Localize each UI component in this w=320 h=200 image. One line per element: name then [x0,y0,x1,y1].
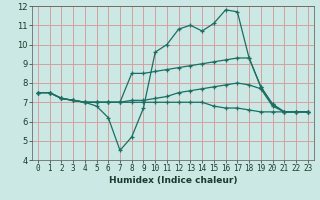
X-axis label: Humidex (Indice chaleur): Humidex (Indice chaleur) [108,176,237,185]
